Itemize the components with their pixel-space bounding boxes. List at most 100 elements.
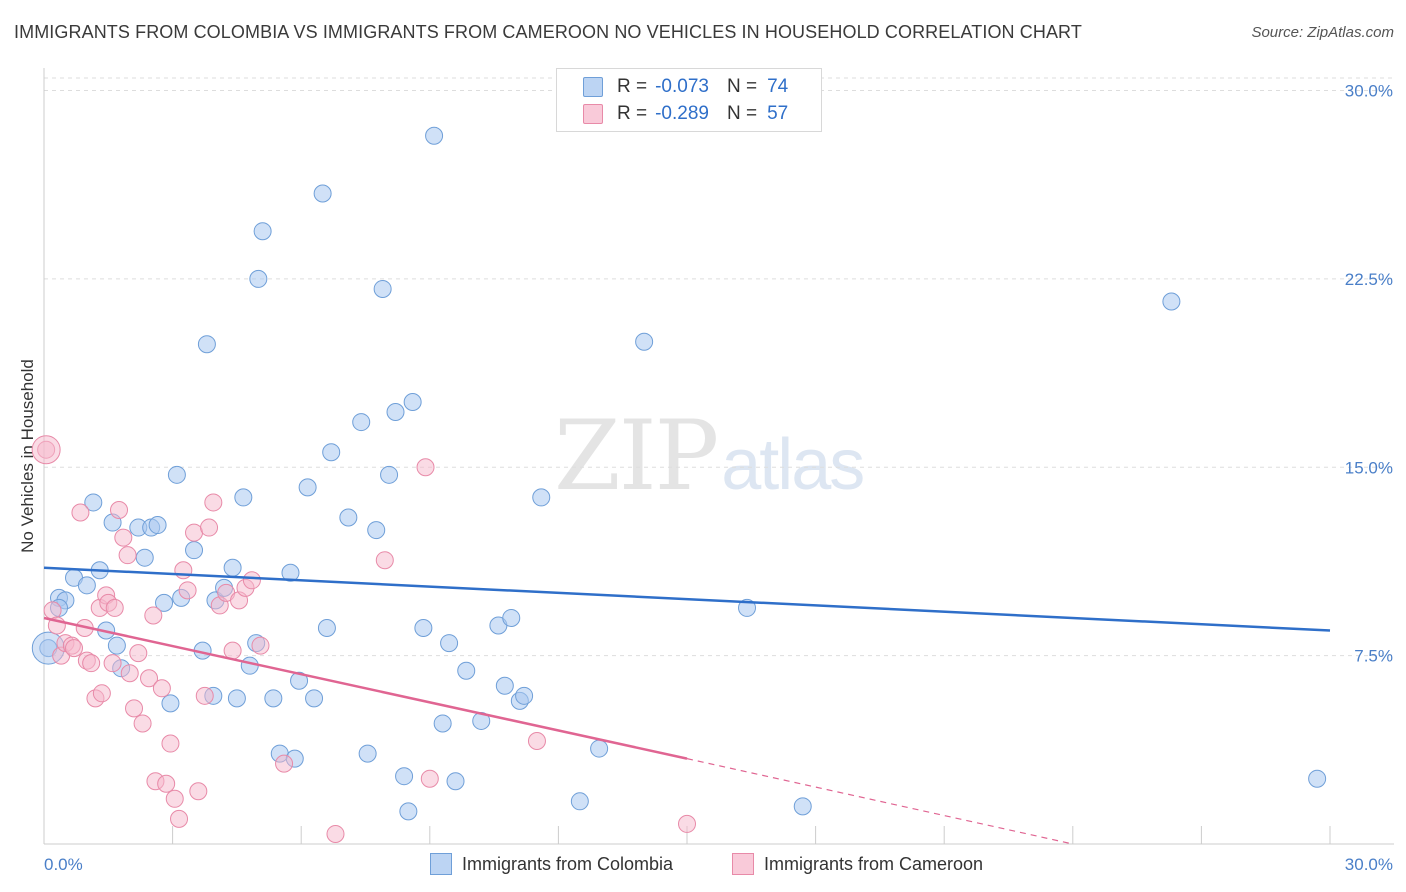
cameroon-trend-line bbox=[43, 616, 688, 760]
cameroon-point bbox=[120, 664, 139, 683]
cameroon-point bbox=[678, 814, 696, 833]
colombia-point bbox=[457, 661, 476, 680]
stats-legend-row-colombia: R = -0.073 N = 74 bbox=[583, 75, 788, 99]
cameroon-point bbox=[375, 551, 394, 570]
cameroon-point bbox=[527, 732, 546, 751]
cameroon-point bbox=[144, 606, 163, 625]
colombia-point bbox=[433, 714, 452, 733]
cameroon-point bbox=[103, 654, 122, 673]
chart-title: IMMIGRANTS FROM COLOMBIA VS IMMIGRANTS F… bbox=[14, 22, 1082, 42]
colombia-point bbox=[155, 593, 174, 612]
colombia-point bbox=[532, 488, 551, 507]
r-value: -0.073 bbox=[655, 76, 709, 97]
colombia-point bbox=[322, 443, 341, 462]
cameroon-point bbox=[195, 686, 214, 705]
colombia-point bbox=[264, 689, 283, 708]
colombia-swatch bbox=[583, 77, 603, 97]
cameroon-point bbox=[174, 561, 193, 580]
watermark-atlas: atlas bbox=[721, 425, 865, 505]
cameroon-cluster-point bbox=[31, 435, 61, 465]
colombia-point bbox=[446, 772, 465, 791]
colombia-point bbox=[380, 465, 399, 484]
colombia-point bbox=[738, 598, 757, 617]
cameroon-point bbox=[189, 782, 208, 801]
colombia-point bbox=[227, 689, 246, 708]
legend-item-cameroon: Immigrants from Cameroon bbox=[732, 852, 983, 876]
cameroon-point bbox=[157, 774, 176, 793]
source-label: Source: ZipAtlas.com bbox=[1251, 24, 1394, 41]
legend-item-colombia: Immigrants from Colombia bbox=[430, 852, 673, 876]
cameroon-point bbox=[92, 684, 111, 703]
cameroon-point bbox=[114, 528, 133, 547]
colombia-point bbox=[317, 619, 336, 638]
colombia-point bbox=[167, 465, 186, 484]
cameroon-point bbox=[133, 714, 152, 733]
n-value: 74 bbox=[767, 76, 789, 97]
colombia-point bbox=[502, 608, 521, 627]
watermark: ZIPatlas bbox=[554, 400, 865, 512]
colombia-point bbox=[570, 792, 589, 811]
cameroon-point bbox=[200, 518, 219, 537]
colombia-point bbox=[135, 548, 154, 567]
grid-lines bbox=[44, 77, 1394, 657]
n-value: 57 bbox=[767, 103, 789, 124]
cameroon-point bbox=[242, 571, 261, 590]
trend-lines bbox=[43, 566, 1331, 845]
cameroon-point bbox=[71, 503, 90, 522]
stats-legend: R = -0.073 N = 74 R = -0.289 N = 57 bbox=[556, 68, 822, 132]
colombia-point bbox=[281, 563, 300, 582]
tick-labels: 7.5% 15.0% 22.5% 30.0% 0.0% 30.0% bbox=[44, 82, 1393, 874]
colombia-point bbox=[367, 521, 386, 540]
axes bbox=[43, 68, 1394, 845]
colombia-point bbox=[249, 269, 268, 288]
colombia-point bbox=[148, 516, 167, 535]
colombia-point bbox=[1308, 769, 1327, 788]
colombia-legend-swatch bbox=[430, 853, 452, 875]
colombia-point bbox=[635, 332, 654, 351]
colombia-point bbox=[399, 802, 418, 821]
cameroon-point bbox=[82, 654, 101, 673]
cameroon-point bbox=[204, 493, 223, 512]
cameroon-point bbox=[125, 699, 144, 718]
y-tick-label: 22.5% bbox=[1345, 270, 1393, 289]
x-tick-label-min: 0.0% bbox=[44, 855, 83, 874]
colombia-point bbox=[185, 541, 204, 560]
cameroon-point bbox=[105, 598, 124, 617]
cameroon-point bbox=[129, 644, 148, 663]
n-label: N = bbox=[726, 103, 758, 124]
colombia-point bbox=[305, 689, 324, 708]
colombia-point bbox=[161, 694, 180, 713]
r-value: -0.289 bbox=[655, 103, 709, 124]
cameroon-point bbox=[185, 523, 204, 542]
legend-label: Immigrants from Colombia bbox=[462, 853, 674, 874]
colombia-point bbox=[240, 656, 259, 675]
colombia-point bbox=[425, 126, 444, 145]
colombia-point bbox=[590, 739, 609, 758]
cameroon-point bbox=[170, 809, 189, 828]
colombia-point bbox=[107, 636, 126, 655]
cameroon-point bbox=[251, 636, 270, 655]
colombia-point bbox=[440, 634, 459, 653]
cameroon-point bbox=[118, 546, 137, 565]
stats-legend-row-cameroon: R = -0.289 N = 57 bbox=[583, 102, 788, 126]
colombia-point bbox=[352, 413, 371, 432]
colombia-trend-line bbox=[43, 566, 1331, 632]
colombia-point bbox=[253, 222, 272, 241]
cameroon-point bbox=[275, 754, 294, 773]
series-cameroon-points bbox=[31, 435, 696, 843]
y-tick-label: 15.0% bbox=[1345, 458, 1393, 477]
colombia-point bbox=[197, 335, 216, 354]
n-label: N = bbox=[726, 76, 758, 97]
colombia-point bbox=[403, 392, 422, 411]
cameroon-point bbox=[420, 769, 439, 788]
colombia-point bbox=[373, 279, 392, 298]
cameroon-legend-swatch bbox=[732, 853, 754, 875]
cameroon-point bbox=[140, 669, 159, 688]
colombia-point bbox=[339, 508, 358, 527]
r-label: R = bbox=[617, 76, 648, 97]
cameroon-point bbox=[65, 639, 84, 658]
cameroon-point bbox=[161, 734, 180, 753]
colombia-point bbox=[234, 488, 253, 507]
series-colombia-points bbox=[31, 126, 1327, 821]
